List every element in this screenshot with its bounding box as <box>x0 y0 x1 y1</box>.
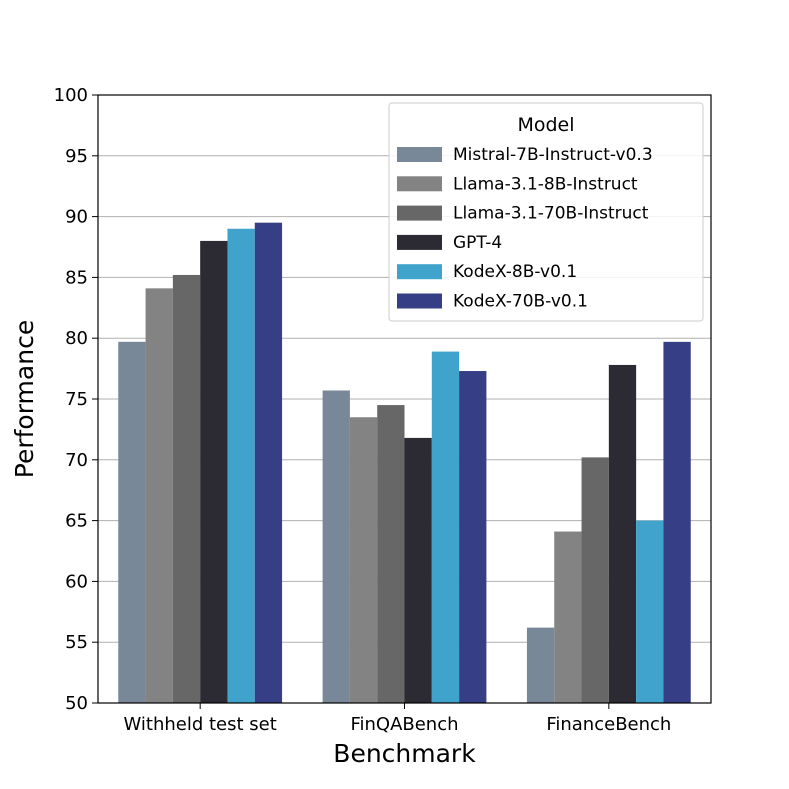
legend-title: Model <box>517 114 574 136</box>
legend-label: GPT-4 <box>453 233 502 253</box>
bar <box>636 520 664 703</box>
x-tick-label: FinQABench <box>350 714 458 735</box>
bar <box>431 351 460 703</box>
legend-label: Llama-3.1-70B-Instruct <box>453 204 649 224</box>
bar <box>663 341 691 703</box>
bar <box>554 531 582 703</box>
y-tick-label: 100 <box>54 85 88 106</box>
bar <box>254 222 283 703</box>
bar <box>227 228 255 703</box>
legend-label: Llama-3.1-8B-Instruct <box>453 174 638 194</box>
x-tick-label: FinanceBench <box>546 714 671 735</box>
legend-swatch <box>397 264 442 280</box>
y-tick-label: 90 <box>65 207 88 228</box>
bar <box>581 457 609 703</box>
legend-box <box>388 102 704 322</box>
bars <box>118 222 691 704</box>
bar <box>404 437 432 703</box>
y-tick-label: 60 <box>65 571 88 592</box>
y-tick-label: 95 <box>65 146 88 167</box>
y-tick-label: 80 <box>65 328 88 349</box>
legend-swatch <box>397 293 442 309</box>
legend-swatch <box>397 234 442 250</box>
bar <box>172 274 201 703</box>
y-tick-label: 65 <box>65 511 88 532</box>
y-tick-label: 85 <box>65 267 88 288</box>
legend-swatch <box>397 147 442 162</box>
bar <box>459 371 487 703</box>
x-axis: Withheld test set FinQABench FinanceBench <box>124 703 671 735</box>
legend-label: KodeX-70B-v0.1 <box>453 292 588 312</box>
x-tick-label: Withheld test set <box>124 714 277 735</box>
bar <box>349 417 378 703</box>
y-axis: 50 55 60 65 70 75 80 85 90 95 100 <box>54 85 98 714</box>
bar <box>322 390 350 703</box>
bar <box>145 288 173 703</box>
x-axis-title: Benchmark <box>333 739 476 768</box>
bar <box>118 341 146 703</box>
y-axis-title: Performance <box>10 320 39 478</box>
legend-label: KodeX-8B-v0.1 <box>453 262 577 282</box>
legend-swatch <box>397 205 442 221</box>
y-tick-label: 75 <box>65 389 88 410</box>
bar <box>526 627 555 703</box>
legend: Model Mistral-7B-Instruct-v0.3 Llama-3.1-… <box>388 102 704 322</box>
bar <box>377 405 405 703</box>
bar <box>200 240 228 704</box>
bar <box>608 364 637 703</box>
y-tick-label: 50 <box>65 693 88 714</box>
y-tick-label: 55 <box>65 632 88 653</box>
y-tick-label: 70 <box>65 450 88 471</box>
legend-swatch <box>397 176 442 192</box>
legend-label: Mistral-7B-Instruct-v0.3 <box>453 145 653 165</box>
